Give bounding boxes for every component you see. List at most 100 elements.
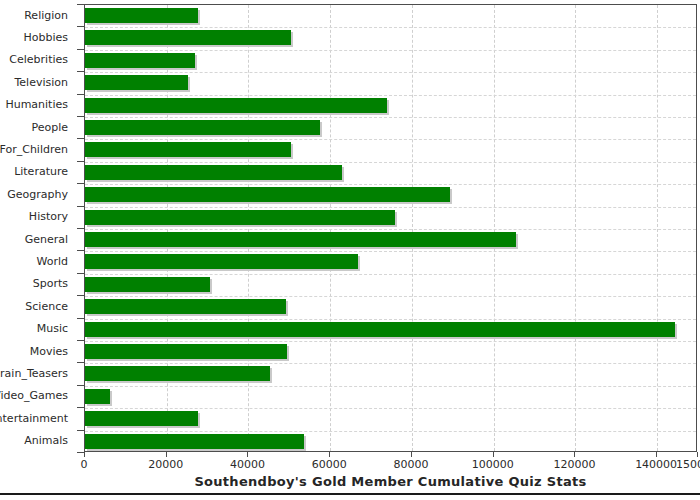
bar-history [85, 210, 395, 225]
bar-row [85, 117, 696, 139]
bar-music [85, 322, 675, 337]
bar-geography [85, 187, 450, 202]
category-label-history: History [0, 206, 68, 228]
x-axis-tick [247, 452, 248, 457]
bar-row [85, 431, 696, 453]
category-label-general: General [0, 228, 68, 250]
x-axis-tick-label: 60000 [284, 458, 374, 471]
bar-hobbies [85, 30, 291, 45]
y-axis-tick [77, 228, 84, 229]
bar-row [85, 319, 696, 341]
y-axis-tick [77, 71, 84, 72]
bar-row [85, 229, 696, 251]
bar-row [85, 139, 696, 161]
y-axis-tick [77, 407, 84, 408]
bar-row [85, 162, 696, 184]
x-axis-tick [329, 452, 330, 457]
bar-row [85, 251, 696, 273]
x-axis-tick-label: 150000 [652, 458, 700, 471]
bar-row [85, 207, 696, 229]
x-axis-tick-label: 80000 [366, 458, 456, 471]
x-axis-tick [411, 452, 412, 457]
bar-row [85, 95, 696, 117]
bar-animals [85, 434, 304, 449]
y-axis-tick [77, 295, 84, 296]
category-label-for_children: For_Children [0, 138, 68, 160]
category-label-video_games: Video_Games [0, 385, 68, 407]
y-axis-tick [77, 430, 84, 431]
category-label-sports: Sports [0, 273, 68, 295]
bar-row [85, 184, 696, 206]
y-axis-tick [77, 362, 84, 363]
bar-celebrities [85, 53, 195, 68]
bar-science [85, 299, 286, 314]
bottom-border-line [0, 493, 700, 495]
quiz-stats-bar-chart: ReligionHobbiesCelebritiesTelevisionHuma… [0, 0, 700, 500]
category-label-animals: Animals [0, 430, 68, 452]
x-axis-tick [166, 452, 167, 457]
category-label-people: People [0, 116, 68, 138]
bar-row [85, 50, 696, 72]
y-axis-tick [77, 183, 84, 184]
x-axis-tick [493, 452, 494, 457]
y-axis-tick [77, 250, 84, 251]
category-label-religion: Religion [0, 4, 68, 26]
x-axis-tick-label: 120000 [529, 458, 619, 471]
category-label-humanities: Humanities [0, 94, 68, 116]
bar-for_children [85, 142, 291, 157]
y-axis-tick [77, 116, 84, 117]
category-axis-labels: ReligionHobbiesCelebritiesTelevisionHuma… [0, 4, 76, 452]
bar-religion [85, 8, 198, 23]
y-axis-tick [77, 161, 84, 162]
x-axis-tick [574, 452, 575, 457]
y-axis-tick [77, 26, 84, 27]
category-label-literature: Literature [0, 161, 68, 183]
bar-people [85, 120, 320, 135]
x-axis-tick-label: 100000 [448, 458, 538, 471]
bar-row [85, 5, 696, 27]
y-axis-tick [77, 318, 84, 319]
y-axis-tick [77, 273, 84, 274]
category-label-hobbies: Hobbies [0, 26, 68, 48]
bar-row [85, 296, 696, 318]
x-axis-tick [84, 452, 85, 457]
bar-row [85, 341, 696, 363]
bar-movies [85, 344, 287, 359]
bar-brain_teasers [85, 366, 270, 381]
y-axis-tick [77, 94, 84, 95]
y-axis-tick [77, 49, 84, 50]
bar-row [85, 363, 696, 385]
x-axis-tick-label: 20000 [121, 458, 211, 471]
plot-area [84, 4, 697, 452]
y-axis-tick [77, 4, 84, 5]
bar-television [85, 75, 188, 90]
category-label-television: Television [0, 71, 68, 93]
bar-general [85, 232, 516, 247]
y-axis-tick [77, 206, 84, 207]
category-label-brain_teasers: Brain_Teasers [0, 362, 68, 384]
x-axis-tick-label: 0 [39, 458, 129, 471]
bar-literature [85, 165, 342, 180]
bar-world [85, 254, 358, 269]
bar-row [85, 72, 696, 94]
bar-humanities [85, 98, 387, 113]
y-axis-tick [77, 138, 84, 139]
category-label-entertainment: Entertainment [0, 407, 68, 429]
bar-sports [85, 277, 210, 292]
x-axis-tick [697, 452, 698, 457]
y-axis-tick [77, 452, 84, 453]
bar-row [85, 408, 696, 430]
chart-title: Southendboy's Gold Member Cumulative Qui… [84, 474, 697, 489]
bar-entertainment [85, 411, 198, 426]
y-axis-tick [77, 340, 84, 341]
category-label-geography: Geography [0, 183, 68, 205]
bar-video_games [85, 389, 110, 404]
category-label-celebrities: Celebrities [0, 49, 68, 71]
category-label-world: World [0, 250, 68, 272]
category-label-movies: Movies [0, 340, 68, 362]
category-label-science: Science [0, 295, 68, 317]
bar-row [85, 386, 696, 408]
x-axis-tick [656, 452, 657, 457]
bar-row [85, 274, 696, 296]
category-label-music: Music [0, 318, 68, 340]
